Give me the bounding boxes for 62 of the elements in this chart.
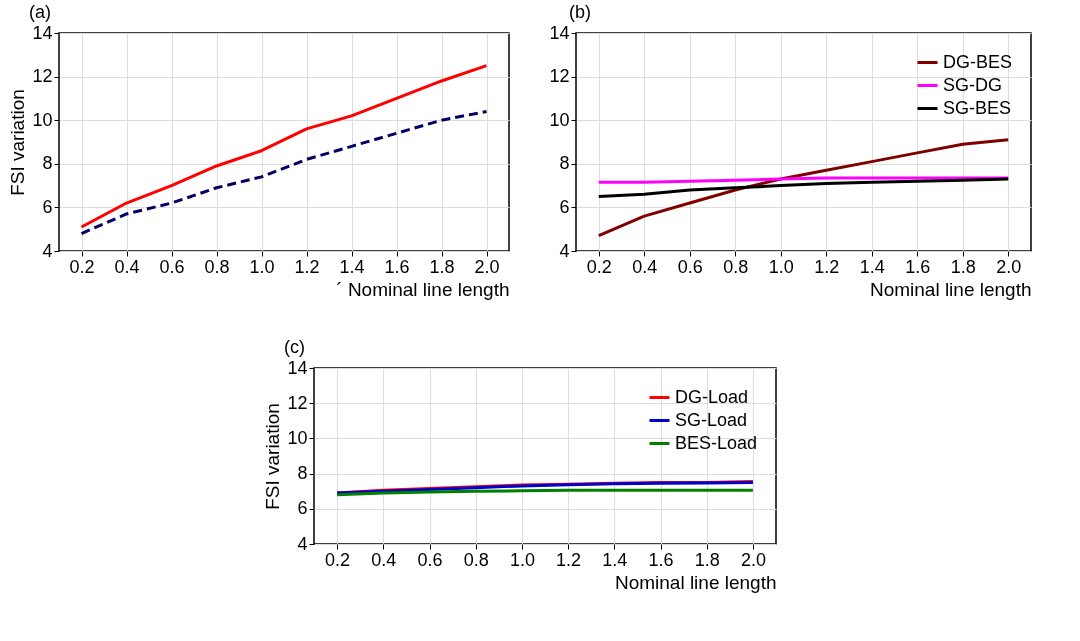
x-tick-label: 0.4: [632, 256, 658, 277]
legend-label: SG-Load: [675, 409, 748, 430]
x-tick-label: 0.8: [463, 549, 489, 570]
legend-label: BES-Load: [675, 432, 758, 453]
x-axis-title: Nominal line length: [869, 278, 1032, 300]
y-tick-label: 6: [559, 196, 570, 217]
x-tick-label: 0.4: [114, 256, 140, 277]
x-tick-label: 1.6: [648, 549, 674, 570]
x-tick-label: 1.0: [509, 549, 535, 570]
x-tick-label: 1.8: [429, 256, 455, 277]
x-axis-title: ´ Nominal line length: [336, 278, 510, 300]
y-tick-label: 14: [287, 357, 308, 378]
x-tick-label: 1.2: [814, 256, 840, 277]
y-tick-label: 14: [549, 22, 570, 43]
x-tick-label: 1.6: [905, 256, 931, 277]
x-tick-label: 1.4: [859, 256, 885, 277]
x-tick-label: 1.6: [384, 256, 410, 277]
legend-label: DG-BES: [943, 51, 1013, 72]
y-tick-label: 12: [287, 392, 308, 413]
y-tick-label: 6: [297, 498, 308, 519]
y-axis-title: FSI variation: [262, 403, 284, 510]
y-tick-label: 4: [297, 533, 308, 554]
x-tick-label: 0.6: [677, 256, 703, 277]
y-axis-title: FSI variation: [7, 89, 29, 196]
x-tick-label: 1.2: [556, 549, 582, 570]
x-tick-label: 1.2: [294, 256, 320, 277]
legend-label: SG-DG: [943, 74, 1003, 95]
y-tick-label: 4: [559, 240, 570, 261]
x-tick-label: 1.4: [602, 549, 628, 570]
y-tick-label: 12: [549, 66, 570, 87]
y-tick-label: 4: [42, 240, 53, 261]
y-tick-label: 10: [549, 109, 570, 130]
x-tick-label: 0.6: [159, 256, 185, 277]
y-tick-label: 8: [297, 463, 308, 484]
legend-label: SG-BES: [943, 97, 1012, 118]
x-tick-label: 0.4: [371, 549, 397, 570]
chart-title: (b): [568, 2, 591, 22]
y-tick-label: 8: [42, 153, 53, 174]
y-tick-label: 8: [559, 153, 570, 174]
y-tick-label: 6: [42, 196, 53, 217]
x-tick-label: 0.2: [325, 549, 351, 570]
legend-label: DG-Load: [675, 386, 749, 407]
chart-title: (a): [28, 2, 51, 22]
x-tick-label: 1.0: [768, 256, 794, 277]
y-tick-label: 12: [32, 66, 53, 87]
x-tick-label: 2.0: [996, 256, 1022, 277]
x-tick-label: 2.0: [740, 549, 766, 570]
x-tick-label: 1.8: [694, 549, 720, 570]
x-tick-label: 1.8: [950, 256, 976, 277]
x-tick-label: 0.2: [586, 256, 612, 277]
y-tick-label: 10: [32, 109, 53, 130]
x-tick-label: 1.4: [339, 256, 365, 277]
x-tick-label: 0.2: [69, 256, 95, 277]
x-tick-label: 0.8: [723, 256, 749, 277]
x-tick-label: 1.0: [249, 256, 275, 277]
x-tick-label: 0.6: [417, 549, 443, 570]
chart-title: (c): [283, 337, 305, 357]
y-tick-label: 14: [32, 22, 53, 43]
x-axis-title: Nominal line length: [614, 571, 777, 593]
y-tick-label: 10: [287, 427, 308, 448]
x-tick-label: 0.8: [204, 256, 230, 277]
x-tick-label: 2.0: [474, 256, 500, 277]
